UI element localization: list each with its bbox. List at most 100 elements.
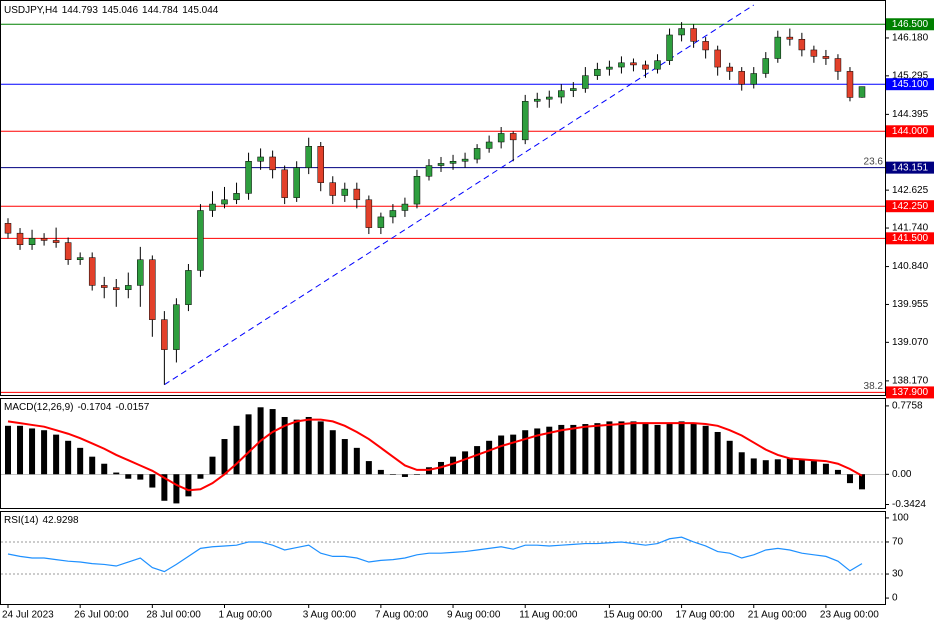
macd-bar xyxy=(666,423,673,475)
x-tick-label: 7 Aug 00:00 xyxy=(375,610,429,621)
macd-bar xyxy=(834,469,841,475)
x-tick-label: 23 Aug 00:00 xyxy=(820,610,879,621)
y-tick-label: 0 xyxy=(892,593,898,604)
candle-body xyxy=(377,216,385,228)
macd-bar xyxy=(353,447,360,475)
candle-body xyxy=(317,146,324,183)
candle-body xyxy=(88,257,96,286)
candle-body xyxy=(726,66,733,72)
macd-bar xyxy=(798,459,805,475)
candle-body xyxy=(485,141,493,149)
macd-bar xyxy=(714,431,721,475)
candle-body xyxy=(509,133,517,141)
candle-body xyxy=(846,71,854,98)
level-label: 141.500 xyxy=(892,233,929,244)
header-value: -0.1704 xyxy=(77,402,111,413)
candle-body xyxy=(305,146,312,168)
candle-body xyxy=(570,88,577,91)
macd-bar xyxy=(113,472,120,475)
macd-bar xyxy=(185,474,192,497)
x-tick-label: 9 Aug 00:00 xyxy=(447,610,501,621)
macd-bar xyxy=(401,474,408,477)
macd-bar xyxy=(810,461,817,475)
candle-body xyxy=(173,304,180,350)
candle-body xyxy=(16,232,24,245)
candle-body xyxy=(774,36,782,59)
macd-bar xyxy=(209,456,216,475)
candle-body xyxy=(666,34,673,61)
candle-body xyxy=(762,58,770,74)
y-tick-label: 142.625 xyxy=(892,185,929,196)
macd-bar xyxy=(77,447,84,475)
macd-bar xyxy=(606,421,613,475)
macd-panel-frame xyxy=(0,398,886,509)
level-label: 144.000 xyxy=(892,126,929,137)
candle-body xyxy=(209,203,216,211)
macd-bar xyxy=(654,424,661,475)
macd-bar xyxy=(281,416,288,475)
x-tick-label: 21 Aug 00:00 xyxy=(748,610,807,621)
macd-bar xyxy=(594,423,601,475)
y-tick-label: 146.180 xyxy=(892,33,929,44)
macd-bar xyxy=(522,430,529,475)
header-value: 145.046 xyxy=(102,5,139,16)
header-value: 145.044 xyxy=(182,5,219,16)
level-label-box xyxy=(886,78,934,91)
macd-bar xyxy=(17,425,24,475)
macd-bar xyxy=(534,428,541,475)
candle-body xyxy=(714,49,721,68)
candle-body xyxy=(654,60,661,70)
candle-body xyxy=(353,188,361,201)
macd-bar xyxy=(582,424,589,475)
candle-body xyxy=(606,66,613,70)
macd-bar xyxy=(137,474,144,480)
candle-body xyxy=(630,62,637,66)
macd-bar xyxy=(389,474,396,475)
candle-body xyxy=(810,49,818,57)
header-value: 42.9298 xyxy=(42,515,79,526)
x-tick-label: 17 Aug 00:00 xyxy=(676,610,735,621)
candle-body xyxy=(389,210,397,218)
candle-body xyxy=(281,169,288,198)
header-title: USDJPY,H4 xyxy=(4,5,58,16)
macd-bar xyxy=(125,474,132,479)
level-label: 143.151 xyxy=(892,162,929,173)
y-tick-label: 141.740 xyxy=(892,223,929,234)
candle-body xyxy=(521,101,529,141)
candle-body xyxy=(750,73,757,85)
main-panel-frame xyxy=(0,0,886,396)
level-label-box xyxy=(886,386,934,399)
candle-body xyxy=(245,161,252,194)
macd-bar xyxy=(859,474,865,490)
macd-bar xyxy=(329,430,336,475)
candle-body xyxy=(161,319,168,350)
macd-bar xyxy=(510,434,517,475)
x-tick-label: 28 Jul 00:00 xyxy=(146,610,201,621)
macd-bar xyxy=(305,416,312,475)
candle-body xyxy=(341,188,349,196)
x-tick-label: 24 Jul 2023 xyxy=(2,610,54,621)
level-label-box xyxy=(886,161,934,174)
candle-body xyxy=(76,257,84,260)
level-label: 145.100 xyxy=(892,79,929,90)
macd-bar xyxy=(822,463,829,475)
candle-body xyxy=(64,242,72,260)
candle-body xyxy=(678,28,685,36)
rsi-line xyxy=(7,536,863,573)
x-tick-label: 11 Aug 00:00 xyxy=(519,610,578,621)
macd-bar xyxy=(618,421,625,475)
x-tick-label: 3 Aug 00:00 xyxy=(303,610,357,621)
candle-body xyxy=(822,56,830,59)
macd-bar xyxy=(558,424,565,475)
candle-body xyxy=(137,259,144,286)
macd-bar xyxy=(726,440,733,475)
macd-bar xyxy=(365,461,372,475)
candle-body xyxy=(269,156,276,171)
macd-bar xyxy=(762,460,769,475)
macd-bar xyxy=(293,419,300,475)
candle-body xyxy=(233,193,240,201)
candle-body xyxy=(100,285,108,288)
rsi-panel-frame xyxy=(0,511,886,605)
level-label-box xyxy=(886,200,934,213)
